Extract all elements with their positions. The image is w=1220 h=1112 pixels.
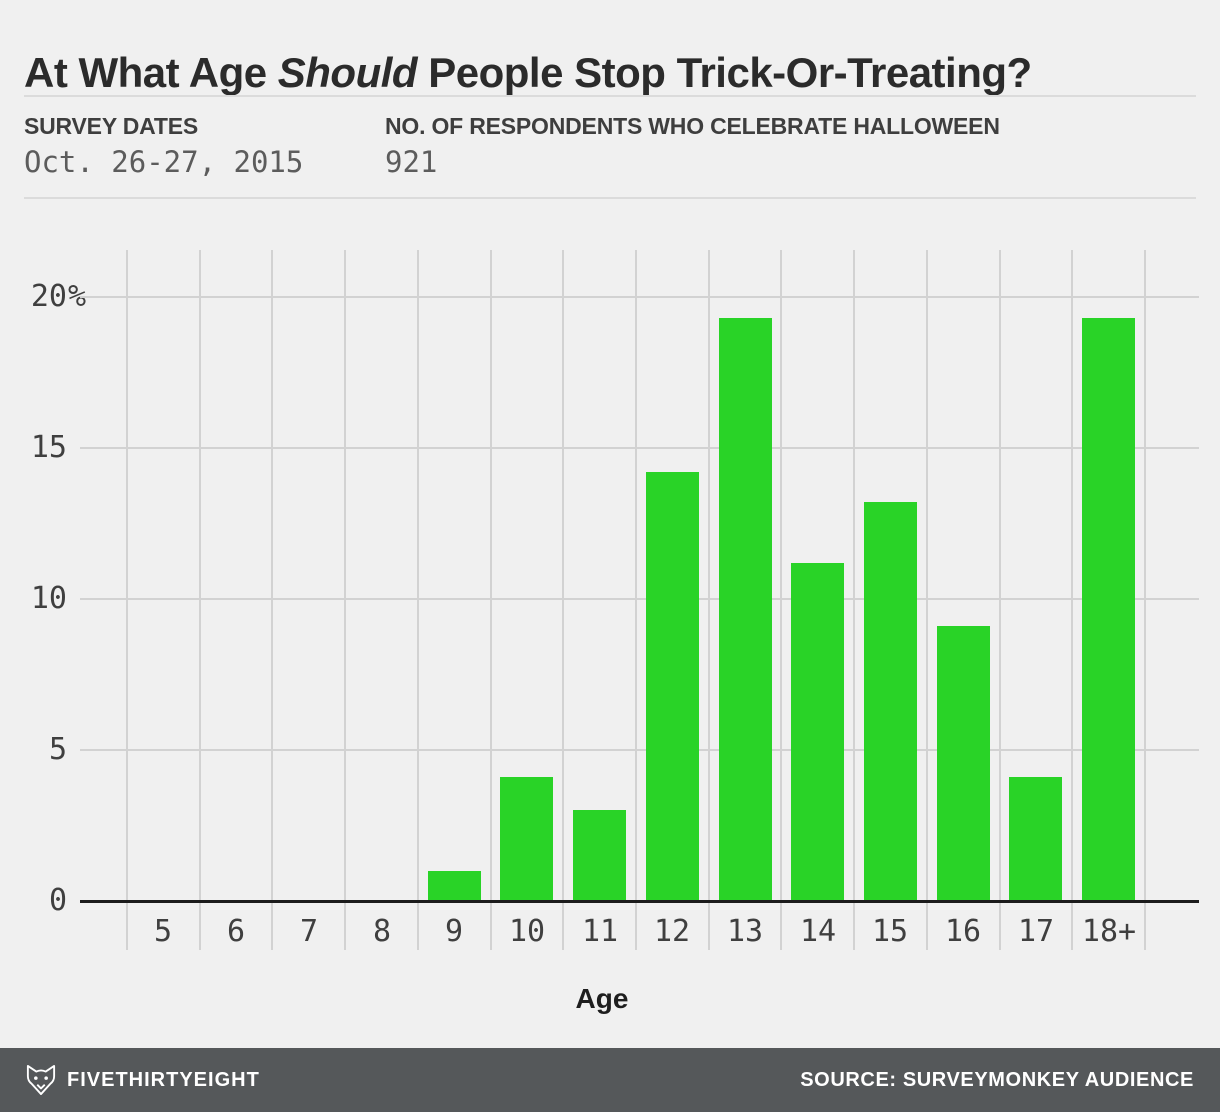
x-tick-label: 16 xyxy=(944,914,982,949)
gridline-vertical xyxy=(344,250,347,950)
gridline-horizontal xyxy=(80,749,1199,751)
source-credit: SOURCE: SURVEYMONKEY AUDIENCE xyxy=(800,1068,1194,1091)
y-tick-label: 10 xyxy=(30,581,67,616)
survey-dates-label: SURVEY DATES xyxy=(24,113,198,139)
gridline-vertical xyxy=(1144,250,1146,950)
gridline-horizontal xyxy=(80,296,1199,298)
gridline-vertical xyxy=(925,250,928,950)
gridline-vertical xyxy=(271,250,274,950)
y-tick-label: 5 xyxy=(48,732,67,767)
divider-top xyxy=(24,95,1196,97)
title-suffix: People Stop Trick-Or-Treating? xyxy=(417,49,1032,97)
respondents-label: NO. OF RESPONDENTS WHO CELEBRATE HALLOWE… xyxy=(385,113,1000,139)
y-tick-label: 0 xyxy=(48,883,67,918)
brand-lockup: FIVETHIRTYEIGHT xyxy=(26,1064,260,1096)
brand-wordmark: FIVETHIRTYEIGHT xyxy=(67,1068,260,1091)
gridline-vertical xyxy=(707,250,710,950)
y-tick-label: 15 xyxy=(30,430,67,465)
bar-age-13 xyxy=(719,318,772,901)
gridline-vertical xyxy=(635,250,637,950)
gridline-horizontal xyxy=(80,447,1199,449)
bar-age-16 xyxy=(937,626,990,901)
bar-age-18+ xyxy=(1082,318,1135,901)
x-tick-label: 17 xyxy=(1017,914,1055,949)
bar-age-14 xyxy=(791,563,844,901)
gridline-vertical xyxy=(562,250,565,950)
x-tick-label: 12 xyxy=(653,914,691,949)
x-tick-label: 10 xyxy=(508,914,546,949)
gridline-vertical xyxy=(1071,250,1074,950)
gridline-vertical xyxy=(198,250,201,950)
page-title: At What Age Should People Stop Trick-Or-… xyxy=(24,50,1032,96)
x-tick-label: 9 xyxy=(444,914,464,949)
title-italic-word: Should xyxy=(277,49,418,97)
gridline-vertical xyxy=(998,250,1001,950)
bar-age-10 xyxy=(500,777,553,901)
x-tick-label: 7 xyxy=(299,914,319,949)
x-tick-label: 5 xyxy=(153,914,173,949)
bar-age-9 xyxy=(428,871,481,901)
bar-age-15 xyxy=(864,502,917,901)
x-tick-label: 6 xyxy=(226,914,246,949)
footer-bar: FIVETHIRTYEIGHT SOURCE: SURVEYMONKEY AUD… xyxy=(0,1048,1220,1112)
x-tick-label: 11 xyxy=(581,914,619,949)
y-tick-label: 20% xyxy=(30,279,87,314)
x-tick-label: 18+ xyxy=(1081,914,1137,949)
bar-age-17 xyxy=(1009,777,1062,901)
x-tick-label: 8 xyxy=(372,914,392,949)
x-axis-line xyxy=(80,900,1199,903)
x-tick-label: 14 xyxy=(799,914,837,949)
gridline-vertical xyxy=(489,250,492,950)
gridline-horizontal xyxy=(80,598,1199,600)
bar-age-11 xyxy=(573,810,626,901)
divider-bottom xyxy=(24,197,1196,199)
fivethirtyeight-fox-logo-icon xyxy=(26,1065,56,1095)
x-tick-label: 13 xyxy=(726,914,764,949)
title-prefix: At What Age xyxy=(24,49,278,97)
gridline-vertical xyxy=(126,250,128,950)
bar-age-12 xyxy=(646,472,699,901)
gridline-vertical xyxy=(780,250,783,950)
gridline-vertical xyxy=(416,250,419,950)
survey-dates-value: Oct. 26-27, 2015 xyxy=(24,145,304,179)
gridline-vertical xyxy=(853,250,856,950)
x-axis-title: Age xyxy=(575,983,629,1014)
respondents-value: 921 xyxy=(385,145,438,179)
x-tick-label: 15 xyxy=(871,914,909,949)
